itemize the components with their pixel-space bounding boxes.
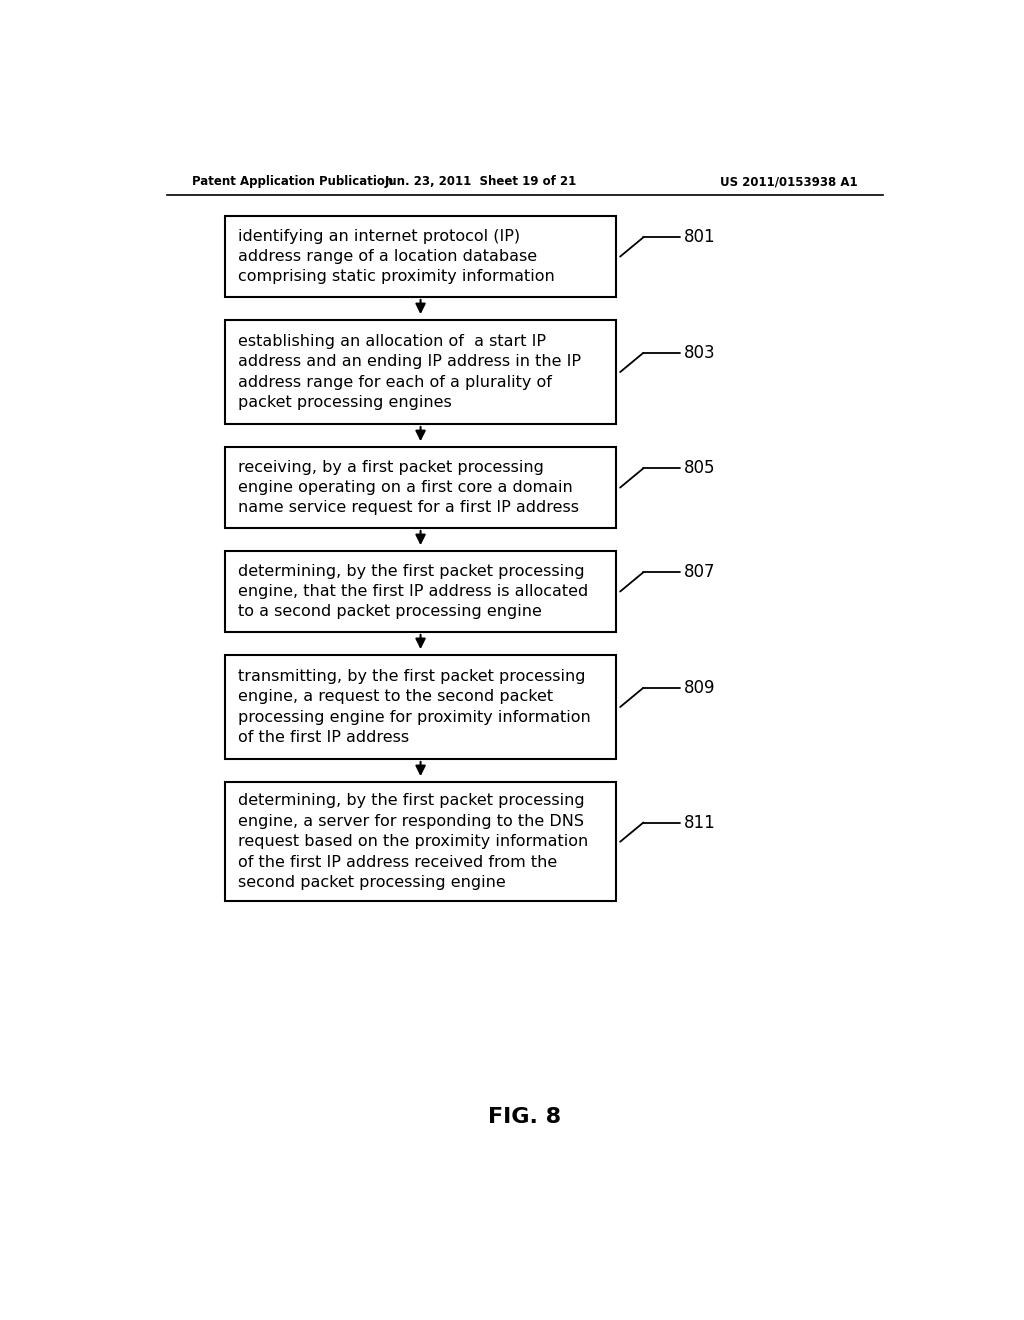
Text: identifying an internet protocol (IP)
address range of a location database
compr: identifying an internet protocol (IP) ad… bbox=[238, 228, 555, 285]
Text: US 2011/0153938 A1: US 2011/0153938 A1 bbox=[721, 176, 858, 187]
Text: 803: 803 bbox=[684, 343, 716, 362]
Bar bbox=[225, 781, 616, 902]
Text: establishing an allocation of  a start IP
address and an ending IP address in th: establishing an allocation of a start IP… bbox=[238, 334, 581, 411]
Text: 801: 801 bbox=[684, 228, 716, 247]
Text: transmitting, by the first packet processing
engine, a request to the second pac: transmitting, by the first packet proces… bbox=[238, 669, 591, 744]
Bar bbox=[225, 655, 616, 759]
Text: determining, by the first packet processing
engine, a server for responding to t: determining, by the first packet process… bbox=[238, 793, 589, 890]
Bar bbox=[225, 216, 616, 297]
Text: determining, by the first packet processing
engine, that the first IP address is: determining, by the first packet process… bbox=[238, 564, 589, 619]
Text: receiving, by a first packet processing
engine operating on a first core a domai: receiving, by a first packet processing … bbox=[238, 459, 579, 516]
Bar bbox=[225, 552, 616, 632]
Text: 811: 811 bbox=[684, 813, 716, 832]
Text: 805: 805 bbox=[684, 459, 715, 478]
Text: Patent Application Publication: Patent Application Publication bbox=[191, 176, 393, 187]
Text: Jun. 23, 2011  Sheet 19 of 21: Jun. 23, 2011 Sheet 19 of 21 bbox=[384, 176, 577, 187]
Text: 809: 809 bbox=[684, 678, 715, 697]
Bar bbox=[225, 447, 616, 528]
Text: FIG. 8: FIG. 8 bbox=[488, 1107, 561, 1127]
Text: 807: 807 bbox=[684, 564, 715, 581]
Bar bbox=[225, 321, 616, 424]
